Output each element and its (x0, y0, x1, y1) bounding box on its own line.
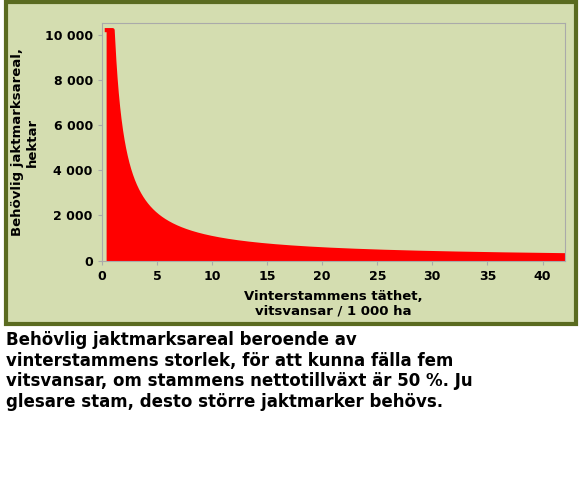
X-axis label: Vinterstammens täthet,
vitsvansar / 1 000 ha: Vinterstammens täthet, vitsvansar / 1 00… (244, 290, 423, 318)
Y-axis label: Behövlig jaktmarksareal,
hektar: Behövlig jaktmarksareal, hektar (11, 48, 39, 236)
Text: Behövlig jaktmarksareal beroende av
vinterstammens storlek, för att kunna fälla : Behövlig jaktmarksareal beroende av vint… (6, 331, 473, 411)
